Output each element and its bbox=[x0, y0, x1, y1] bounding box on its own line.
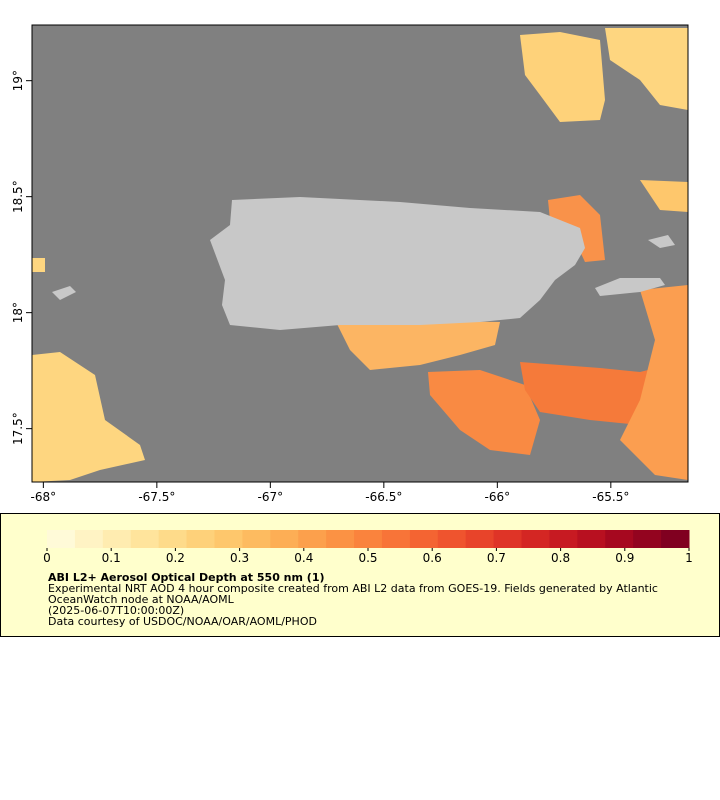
aod-patch bbox=[32, 258, 45, 272]
colorbar-step bbox=[493, 530, 523, 548]
x-tick-label: -66.5° bbox=[365, 490, 402, 504]
colorbar-tick-label: 0.2 bbox=[166, 551, 185, 565]
colorbar-step bbox=[633, 530, 662, 548]
colorbar-step bbox=[381, 530, 411, 548]
aod-patch bbox=[335, 320, 500, 370]
puerto-rico bbox=[210, 197, 585, 330]
x-tick-label: -66° bbox=[485, 490, 511, 504]
colorbar-step bbox=[605, 530, 634, 548]
aod-patch bbox=[520, 32, 605, 122]
colorbar-tick-label: 0.1 bbox=[102, 551, 121, 565]
plot-frame bbox=[31, 24, 689, 483]
colorbar-step bbox=[549, 530, 578, 548]
colorbar-tick-label: 0.9 bbox=[615, 551, 634, 565]
aerosol-field bbox=[32, 28, 688, 482]
x-tick-label: -67.5° bbox=[138, 490, 175, 504]
colorbar-step bbox=[158, 530, 188, 548]
aod-patch bbox=[428, 370, 540, 455]
colorbar-step bbox=[242, 530, 271, 548]
y-tick-label: 17.5° bbox=[11, 412, 25, 445]
island bbox=[648, 235, 675, 248]
colorbar-step bbox=[409, 530, 439, 548]
colorbar-tick-label: 1 bbox=[685, 551, 693, 565]
legend-title: ABI L2+ Aerosol Optical Depth at 550 nm … bbox=[48, 571, 325, 584]
colorbar-step bbox=[130, 530, 160, 548]
colorbar-step bbox=[437, 530, 467, 548]
colorbar-step bbox=[186, 530, 215, 548]
aod-patch bbox=[32, 352, 145, 482]
aod-patch bbox=[620, 285, 688, 480]
colorbar-tick-label: 0.4 bbox=[294, 551, 313, 565]
colorbar-step bbox=[577, 530, 606, 548]
colorbar-step bbox=[47, 530, 76, 548]
colorbar-tick-label: 0.6 bbox=[423, 551, 442, 565]
x-tick-label: -68° bbox=[31, 490, 57, 504]
colorbar-step bbox=[74, 530, 104, 548]
colorbar-step bbox=[270, 530, 299, 548]
mona-island bbox=[52, 286, 76, 300]
colorbar-step bbox=[661, 530, 690, 548]
colorbar-tick-label: 0.8 bbox=[551, 551, 570, 565]
colorbar-step bbox=[298, 530, 327, 548]
colorbar-tick-label: 0.3 bbox=[230, 551, 249, 565]
colorbar-step bbox=[214, 530, 243, 548]
legend-description: OceanWatch node at NOAA/AOML bbox=[48, 593, 235, 606]
colorbar-tick-label: 0.5 bbox=[358, 551, 377, 565]
aod-patch bbox=[640, 180, 688, 212]
y-tick-label: 18.5° bbox=[11, 180, 25, 213]
x-tick-label: -65.5° bbox=[592, 490, 629, 504]
aod-patch bbox=[605, 28, 688, 110]
colorbar-step bbox=[465, 530, 495, 548]
colorbar-step bbox=[521, 530, 550, 548]
y-tick-label: 18° bbox=[11, 302, 25, 323]
vieques bbox=[595, 278, 665, 296]
legend-description: Experimental NRT AOD 4 hour composite cr… bbox=[48, 582, 658, 595]
colorbar-tick-label: 0 bbox=[43, 551, 51, 565]
legend-date: (2025-06-07T10:00:00Z) bbox=[48, 604, 184, 617]
colorbar-step bbox=[326, 530, 355, 548]
x-tick-label: -67° bbox=[258, 490, 284, 504]
y-tick-label: 19° bbox=[11, 70, 25, 91]
colorbar-step bbox=[102, 530, 132, 548]
legend-credit: Data courtesy of USDOC/NOAA/OAR/AOML/PHO… bbox=[48, 615, 317, 628]
colorbar-tick-label: 0.7 bbox=[487, 551, 506, 565]
colorbar-step bbox=[354, 530, 383, 548]
